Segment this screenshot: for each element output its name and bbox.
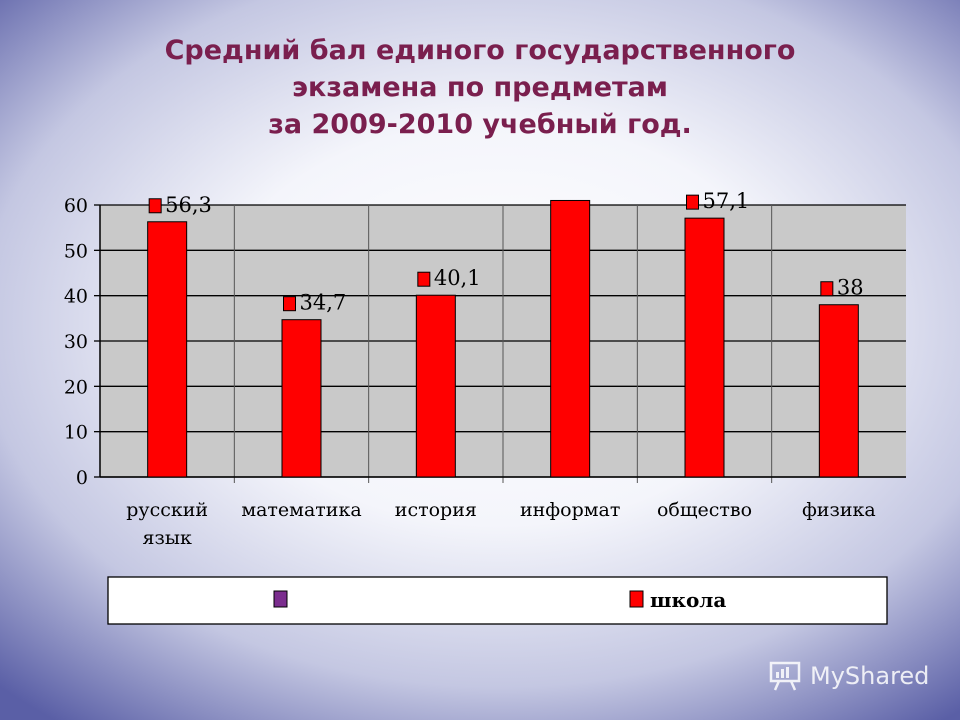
y-tick-label: 50	[64, 240, 88, 262]
y-tick-label: 20	[64, 376, 88, 398]
x-tick-label: общество	[657, 499, 752, 521]
y-tick-label: 30	[64, 331, 88, 353]
x-tick-label: информат	[520, 499, 620, 521]
legend	[107, 576, 888, 625]
legend-key	[629, 590, 644, 608]
bar	[818, 304, 859, 478]
data-label: 57,1	[703, 189, 750, 213]
bar	[147, 221, 188, 478]
legend-key	[273, 590, 288, 608]
y-tick-label: 10	[64, 422, 88, 444]
watermark-text: MyShared	[810, 662, 930, 690]
y-tick-label: 40	[64, 286, 88, 308]
data-label: 38	[837, 276, 864, 300]
bar	[415, 294, 456, 478]
bar	[684, 217, 725, 478]
watermark: MyShared	[768, 656, 929, 696]
legend-label: школа	[650, 588, 726, 612]
data-label-key	[686, 194, 699, 210]
presentation-board-icon	[769, 661, 801, 691]
bar	[281, 319, 322, 478]
x-tick-label: история	[395, 499, 477, 521]
data-label-key	[283, 296, 296, 312]
title-line-2: экзамена по предметам	[292, 72, 668, 103]
data-label-key	[417, 271, 431, 287]
x-tick-label: математика	[241, 499, 361, 521]
title-line-3: за 2009-2010 учебный год.	[268, 109, 692, 140]
x-tick-label: язык	[142, 527, 191, 549]
data-label: 34,7	[300, 291, 347, 315]
data-label: 40,1	[434, 266, 481, 290]
data-label-key	[820, 281, 834, 297]
bar	[550, 199, 591, 478]
x-tick-label: русский	[126, 499, 208, 521]
y-tick-label: 0	[76, 467, 88, 489]
x-tick-label: физика	[802, 499, 876, 521]
data-label-key	[148, 198, 162, 214]
data-label: 56,3	[165, 193, 212, 217]
chart-title: Средний бал единого государственного экз…	[80, 32, 880, 143]
y-tick-label: 60	[64, 195, 88, 217]
title-line-1: Средний бал единого государственного	[164, 35, 796, 66]
